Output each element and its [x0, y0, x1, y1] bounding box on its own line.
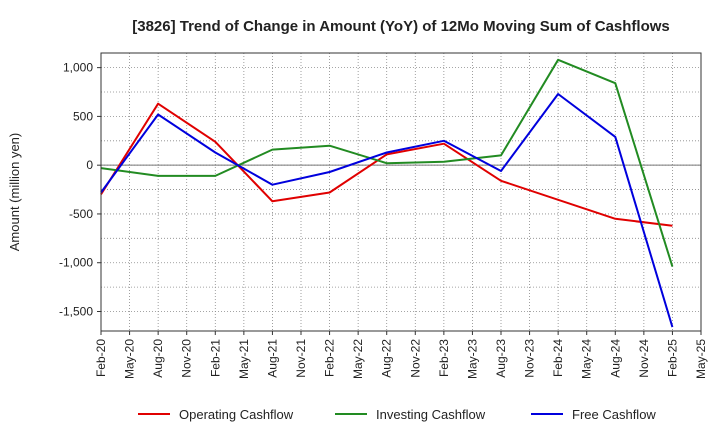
y-tick-label: 0 [86, 158, 93, 172]
x-tick-label: Feb-21 [208, 339, 222, 377]
x-tick-label: May-21 [237, 339, 251, 379]
y-tick-label: -1,500 [59, 304, 93, 318]
x-tick-label: Feb-23 [437, 339, 451, 377]
free-cashflow-line [100, 93, 674, 328]
chart-title: [3826] Trend of Change in Amount (YoY) o… [132, 18, 670, 35]
x-tick-label: Aug-24 [608, 339, 622, 378]
y-tick-label: 1,000 [63, 61, 93, 75]
x-tick-label: Feb-25 [665, 339, 679, 377]
x-axis: Feb-20 May-20 Aug-20 Nov-20 Feb-21 May-21 Aug-… [94, 331, 708, 379]
y-axis-label: Amount (million yen) [7, 133, 22, 252]
x-tick-label: Aug-23 [494, 339, 508, 378]
legend: Operating Cashflow Investing Cashflow Free… [138, 407, 656, 422]
x-tick-label: Feb-24 [551, 339, 565, 377]
x-tick-label: Aug-20 [151, 339, 165, 378]
legend-label-investing-cashflow: Investing Cashflow [376, 407, 486, 422]
x-tick-label: May-23 [465, 339, 479, 379]
operating-cashflow-line [100, 102, 673, 227]
x-tick-label: May-20 [123, 339, 137, 379]
x-tick-label: Feb-22 [323, 339, 337, 377]
x-tick-label: Nov-23 [523, 339, 537, 378]
y-axis: 1,000 500 0 -500 -1,000 -1,500 [59, 61, 101, 318]
x-tick-label: May-22 [351, 339, 365, 379]
legend-label-operating-cashflow: Operating Cashflow [179, 407, 294, 422]
x-tick-label: May-24 [580, 339, 594, 379]
x-tick-label: Aug-22 [380, 339, 394, 378]
x-tick-label: Nov-22 [408, 339, 422, 378]
x-tick-label: Aug-21 [265, 339, 279, 378]
x-tick-label: Nov-21 [294, 339, 308, 378]
x-tick-label: May-25 [694, 339, 708, 379]
grid-lines [100, 53, 702, 331]
x-tick-label: Nov-20 [180, 339, 194, 378]
legend-label-free-cashflow: Free Cashflow [572, 407, 656, 422]
x-tick-label: Nov-24 [637, 339, 651, 378]
investing-cashflow-line [100, 58, 674, 267]
y-tick-label: -1,000 [59, 256, 93, 270]
y-tick-label: 500 [73, 109, 93, 123]
y-tick-label: -500 [69, 207, 93, 221]
plot-area [100, 52, 702, 332]
series-lines [100, 58, 674, 328]
x-tick-label: Feb-20 [94, 339, 108, 377]
